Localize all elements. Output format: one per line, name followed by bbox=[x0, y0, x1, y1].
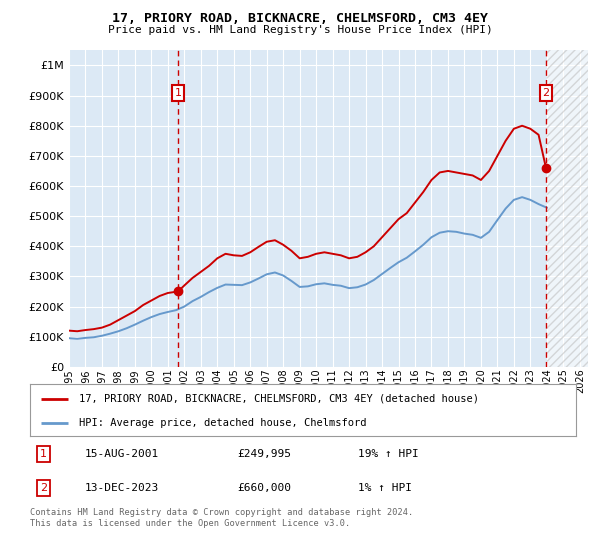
Text: Price paid vs. HM Land Registry's House Price Index (HPI): Price paid vs. HM Land Registry's House … bbox=[107, 25, 493, 35]
Text: 1% ↑ HPI: 1% ↑ HPI bbox=[358, 483, 412, 493]
Bar bbox=[547, 50, 588, 367]
Text: £249,995: £249,995 bbox=[238, 449, 292, 459]
Text: 15-AUG-2001: 15-AUG-2001 bbox=[85, 449, 159, 459]
Text: 19% ↑ HPI: 19% ↑ HPI bbox=[358, 449, 418, 459]
Text: HPI: Average price, detached house, Chelmsford: HPI: Average price, detached house, Chel… bbox=[79, 418, 367, 428]
Text: Contains HM Land Registry data © Crown copyright and database right 2024.
This d: Contains HM Land Registry data © Crown c… bbox=[30, 508, 413, 528]
Text: 17, PRIORY ROAD, BICKNACRE, CHELMSFORD, CM3 4EY (detached house): 17, PRIORY ROAD, BICKNACRE, CHELMSFORD, … bbox=[79, 394, 479, 404]
Text: 13-DEC-2023: 13-DEC-2023 bbox=[85, 483, 159, 493]
Text: 2: 2 bbox=[542, 88, 550, 98]
Text: 1: 1 bbox=[40, 449, 47, 459]
Text: £660,000: £660,000 bbox=[238, 483, 292, 493]
Text: 2: 2 bbox=[40, 483, 47, 493]
Text: 17, PRIORY ROAD, BICKNACRE, CHELMSFORD, CM3 4EY: 17, PRIORY ROAD, BICKNACRE, CHELMSFORD, … bbox=[112, 12, 488, 25]
Text: 1: 1 bbox=[175, 88, 182, 98]
